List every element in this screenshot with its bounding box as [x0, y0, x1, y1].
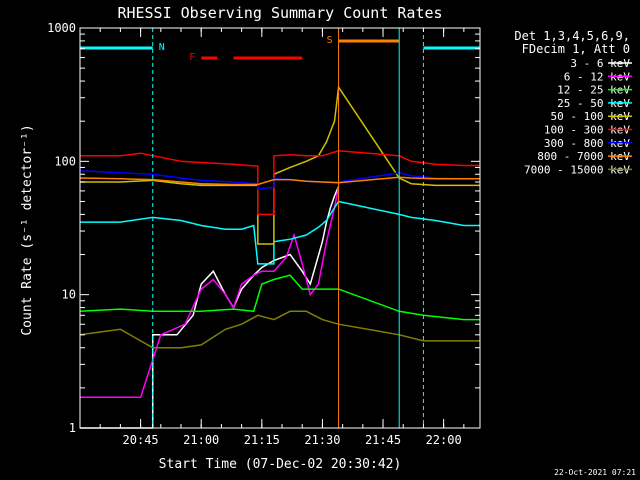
y-tick-label-3: 1000	[47, 21, 76, 35]
flag-label-N: N	[159, 42, 165, 53]
legend-label-4: 50 - 100 keV	[551, 110, 631, 123]
legend-label-2: 12 - 25 keV	[557, 84, 630, 97]
legend-label-5: 100 - 300 keV	[544, 124, 630, 137]
y-tick-label-1: 10	[62, 288, 76, 302]
series-line-7	[79, 176, 480, 186]
legend-header-line-2: FDecim 1, Att 0	[522, 42, 630, 56]
flag-label-F: F	[189, 52, 195, 63]
legend-label-8: 7000 - 15000 keV	[524, 163, 630, 176]
legend-label-1: 6 - 12 keV	[564, 70, 631, 83]
x-tick-label-1: 21:00	[183, 433, 219, 447]
series-line-8	[79, 310, 480, 349]
y-tick-label-2: 100	[54, 154, 76, 168]
flag-label-S: S	[327, 35, 333, 46]
y-tick-label-0: 1	[69, 421, 76, 435]
axes: 1 10 100 1000 20:45 21:00 21:15 21:30 21:45 22:00	[47, 21, 481, 447]
x-tick-label-4: 21:45	[365, 433, 401, 447]
legend-header-line-1: Det 1,3,4,5,6,9,	[514, 29, 630, 43]
legend-label-6: 300 - 800 keV	[544, 137, 630, 150]
plot-area: N F S	[79, 28, 480, 429]
x-tick-label-3: 21:30	[304, 433, 340, 447]
chart-title: RHESSI Observing Summary Count Rates	[117, 4, 442, 22]
series-line-2	[79, 274, 480, 321]
legend-label-0: 3 - 6 keV	[570, 57, 630, 70]
series-line-6	[79, 169, 480, 190]
series-line-4	[80, 85, 480, 245]
plot-frame	[79, 27, 481, 429]
timestamp: 22-Oct-2021 07:21	[554, 468, 636, 477]
legend-label-7: 800 - 7000 keV	[537, 150, 630, 163]
x-tick-label-0: 20:45	[123, 433, 159, 447]
x-tick-label-2: 21:15	[244, 433, 280, 447]
x-tick-label-5: 22:00	[426, 433, 462, 447]
y-axis-label: Count Rate (s⁻¹ detector⁻¹)	[20, 124, 35, 335]
series-line-3	[80, 200, 480, 265]
x-axis-label: Start Time (07-Dec-02 20:30:42)	[159, 457, 402, 472]
series-line-1	[80, 186, 340, 399]
legend-label-3: 25 - 50 keV	[557, 97, 630, 110]
